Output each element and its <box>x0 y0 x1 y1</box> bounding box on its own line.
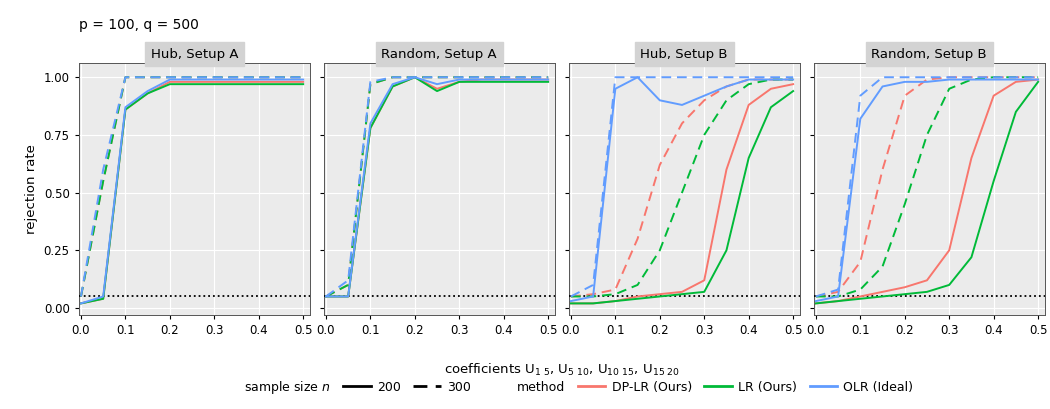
Title: Hub, Setup A: Hub, Setup A <box>150 48 238 61</box>
Text: p = 100, q = 500: p = 100, q = 500 <box>79 18 198 32</box>
Title: Hub, Setup B: Hub, Setup B <box>640 48 728 61</box>
Y-axis label: rejection rate: rejection rate <box>25 144 38 234</box>
Legend: sample size $n$, 200, 300, method, DP-LR (Ours), LR (Ours), OLR (Ideal): sample size $n$, 200, 300, method, DP-LR… <box>205 374 919 401</box>
Title: Random, Setup B: Random, Setup B <box>872 48 987 61</box>
Text: coefficients U$_{1\ 5}$, U$_{5\ 10}$, U$_{10\ 15}$, U$_{15\ 20}$: coefficients U$_{1\ 5}$, U$_{5\ 10}$, U$… <box>444 362 679 378</box>
Title: Random, Setup A: Random, Setup A <box>381 48 497 61</box>
